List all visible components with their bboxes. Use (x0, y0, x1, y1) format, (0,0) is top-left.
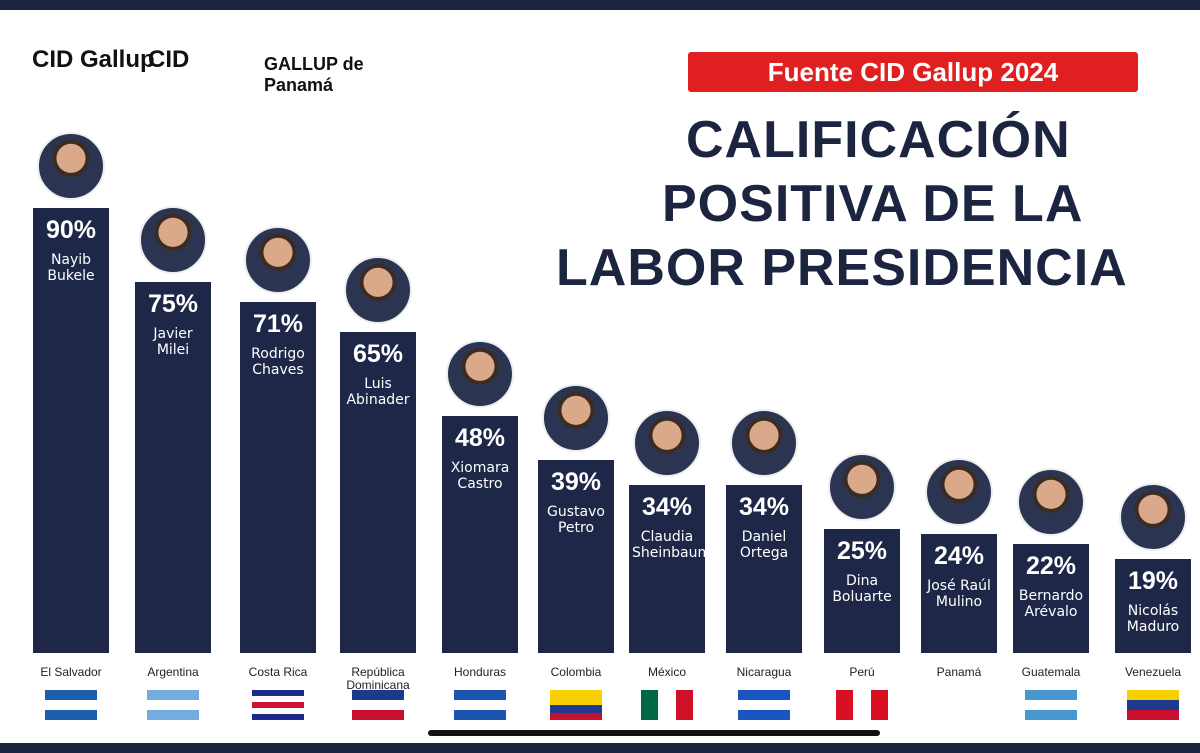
value-label: 75% (147, 290, 199, 319)
value-label: 25% (836, 537, 888, 566)
x-tick-label: Guatemala (1021, 665, 1081, 679)
value-label: 71% (252, 309, 304, 338)
president-name: Luis Abinader (346, 375, 410, 408)
bar (1115, 559, 1191, 653)
chart-title: LABOR PRESIDENCIA (556, 239, 1128, 297)
president-name: Gustavo Petro (547, 504, 605, 537)
flag (454, 690, 506, 720)
president-name: Xiomara Castro (450, 459, 510, 492)
president-photo (828, 453, 896, 522)
bar (442, 415, 518, 653)
flag (45, 690, 97, 720)
value-label: 24% (933, 542, 985, 571)
president-photo (925, 458, 993, 527)
logo: CID (148, 46, 190, 73)
bar (538, 460, 614, 653)
chart-title: POSITIVA DE LA (662, 175, 1084, 233)
president-name: Dina Boluarte (832, 573, 892, 606)
president-photo (633, 408, 701, 477)
bar (33, 208, 109, 653)
bar (629, 484, 705, 653)
flag (147, 690, 199, 720)
president-name: Claudia Sheinbaum (632, 528, 712, 561)
flag (550, 690, 602, 720)
x-tick-label: Honduras (453, 665, 507, 679)
value-label: 39% (550, 468, 602, 497)
x-tick-label: Costa Rica (248, 665, 308, 679)
value-label: 65% (352, 339, 404, 368)
president-photo (344, 255, 412, 324)
x-tick-label: Perú (849, 665, 875, 679)
value-label: 22% (1025, 552, 1077, 581)
bar (135, 282, 211, 653)
president-name: Nicolás Maduro (1126, 603, 1180, 636)
president-name: Rodrigo Chaves (251, 345, 305, 378)
bar (824, 529, 900, 653)
president-name: Nayib Bukele (47, 252, 95, 284)
flag (252, 690, 304, 720)
x-tick-label: Nicaragua (736, 665, 792, 679)
president-photo (1017, 468, 1085, 537)
flag (641, 690, 693, 720)
logo: GALLUP de Panamá (264, 54, 364, 95)
source-badge: Fuente CID Gallup 2024 (688, 52, 1138, 92)
x-tick-label: Argentina (147, 665, 199, 679)
bar (921, 534, 997, 653)
president-name: Javier Milei (153, 326, 193, 359)
president-photo (446, 339, 514, 408)
president-photo (139, 206, 207, 275)
bar (726, 484, 802, 653)
x-tick-label: México (647, 665, 686, 679)
president-photo (37, 132, 105, 200)
flag (933, 690, 985, 720)
value-label: 19% (1127, 567, 1179, 596)
flag (352, 690, 404, 720)
president-name: Bernardo Arévalo (1018, 588, 1084, 621)
flag (836, 690, 888, 720)
value-label: 34% (738, 492, 790, 521)
scroll-bar (428, 730, 880, 736)
president-photo (1119, 483, 1187, 552)
president-name: Daniel Ortega (739, 528, 789, 561)
president-photo (730, 408, 798, 477)
value-label: 48% (454, 423, 506, 452)
flag (1127, 690, 1179, 720)
president-photo (244, 225, 312, 294)
bar (240, 301, 316, 653)
flag (1025, 690, 1077, 720)
x-tick-label: República Dominicana (346, 665, 410, 692)
bar (340, 331, 416, 653)
chart-title: CALIFICACIÓN (686, 111, 1071, 169)
x-tick-label: Panamá (936, 665, 982, 679)
x-tick-label: Venezuela (1124, 665, 1182, 679)
x-tick-label: El Salvador (40, 665, 102, 679)
president-photo (542, 384, 610, 453)
value-label: 34% (641, 492, 693, 521)
logo: CID Gallup (32, 46, 155, 73)
value-label: 90% (45, 216, 97, 244)
x-tick-label: Colombia (550, 665, 602, 679)
bar (1013, 544, 1089, 653)
flag (738, 690, 790, 720)
president-name: José Raúl Mulino (927, 578, 991, 611)
